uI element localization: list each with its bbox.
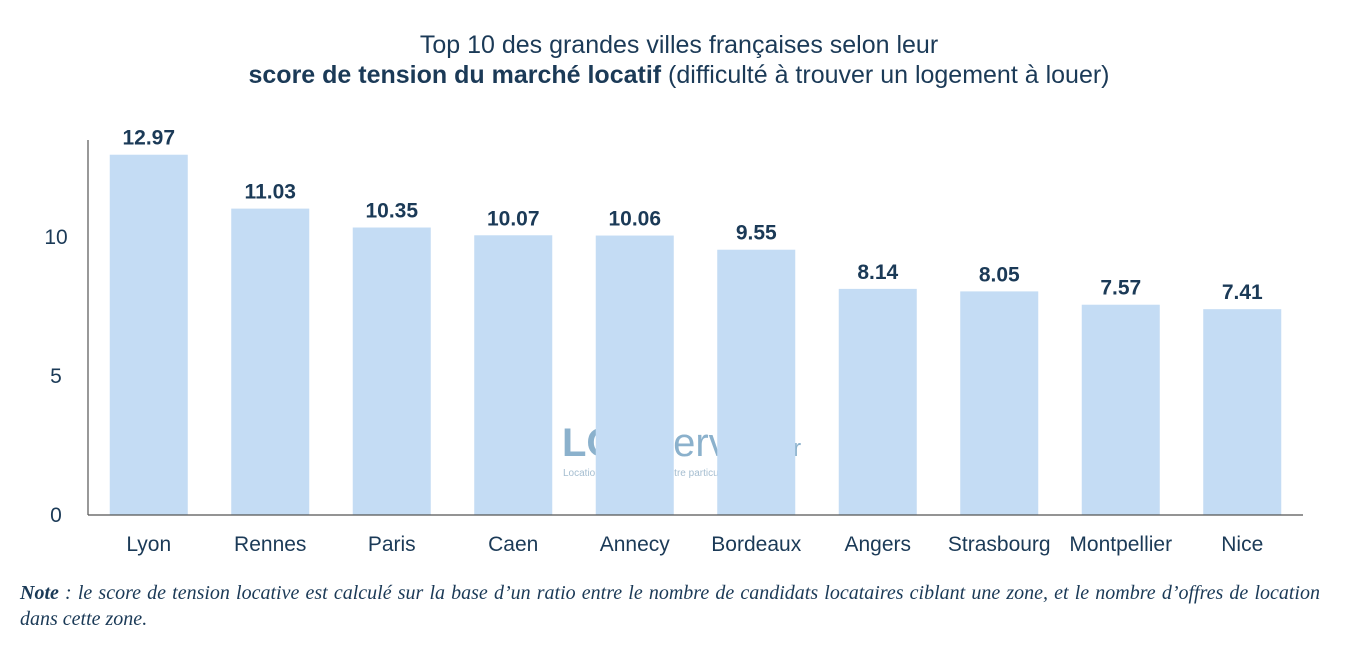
category-label: Angers [844, 533, 911, 556]
category-label: Bordeaux [711, 533, 801, 556]
category-label: Nice [1221, 533, 1263, 556]
category-label: Montpellier [1069, 533, 1172, 556]
bar-montpellier [1081, 304, 1160, 515]
category-label: Strasbourg [948, 533, 1051, 556]
value-label: 11.03 [245, 181, 296, 204]
bar-paris [352, 227, 431, 515]
bar-nice [1203, 309, 1282, 515]
bar-lyon [109, 154, 188, 515]
category-label: Caen [488, 533, 538, 556]
bar-caen [474, 235, 553, 515]
value-label: 10.06 [608, 208, 661, 231]
bar-angers [838, 288, 917, 515]
value-label: 8.14 [857, 261, 898, 284]
title-bold-part: score de tension du marché locatif [248, 61, 662, 89]
category-label: Rennes [234, 533, 306, 556]
title-line-2: score de tension du marché locatif (diff… [0, 60, 1358, 90]
note-text: : le score de tension locative est calcu… [20, 582, 1320, 630]
title-line-1: Top 10 des grandes villes françaises sel… [419, 31, 939, 59]
category-label: Annecy [600, 533, 671, 556]
y-tick-label: 0 [50, 504, 62, 527]
note-label: Note [20, 582, 59, 604]
category-label: Lyon [126, 533, 171, 556]
y-tick-label: 10 [44, 226, 67, 249]
value-label: 12.97 [122, 127, 175, 150]
bar-strasbourg [960, 291, 1039, 515]
bar-annecy [595, 235, 674, 516]
value-label: 10.07 [487, 207, 540, 230]
title-rest-part: (difficulté à trouver un logement à loue… [661, 61, 1110, 89]
category-labels-group: Lyon Rennes Paris Caen Annecy Bordeaux Angers S… [126, 533, 1263, 556]
footnote: Note : le score de tension locative est … [20, 580, 1320, 632]
bars-group [109, 154, 1282, 516]
category-label: Paris [368, 533, 416, 556]
bar-rennes [231, 208, 310, 515]
value-label: 8.05 [979, 263, 1020, 286]
value-labels-group: 12.97 11.03 10.35 10.07 10.06 9.55 8.14 8.05 7.5… [122, 127, 1263, 304]
chart-title: Top 10 des grandes villes françaises sel… [0, 30, 1358, 90]
value-label: 7.41 [1222, 281, 1263, 304]
y-tick-label: 5 [50, 365, 62, 388]
value-label: 7.57 [1100, 277, 1141, 300]
y-axis: 0 5 10 [44, 140, 89, 527]
value-label: 9.55 [736, 222, 777, 245]
value-label: 10.35 [365, 200, 418, 223]
bar-bordeaux [717, 249, 796, 515]
